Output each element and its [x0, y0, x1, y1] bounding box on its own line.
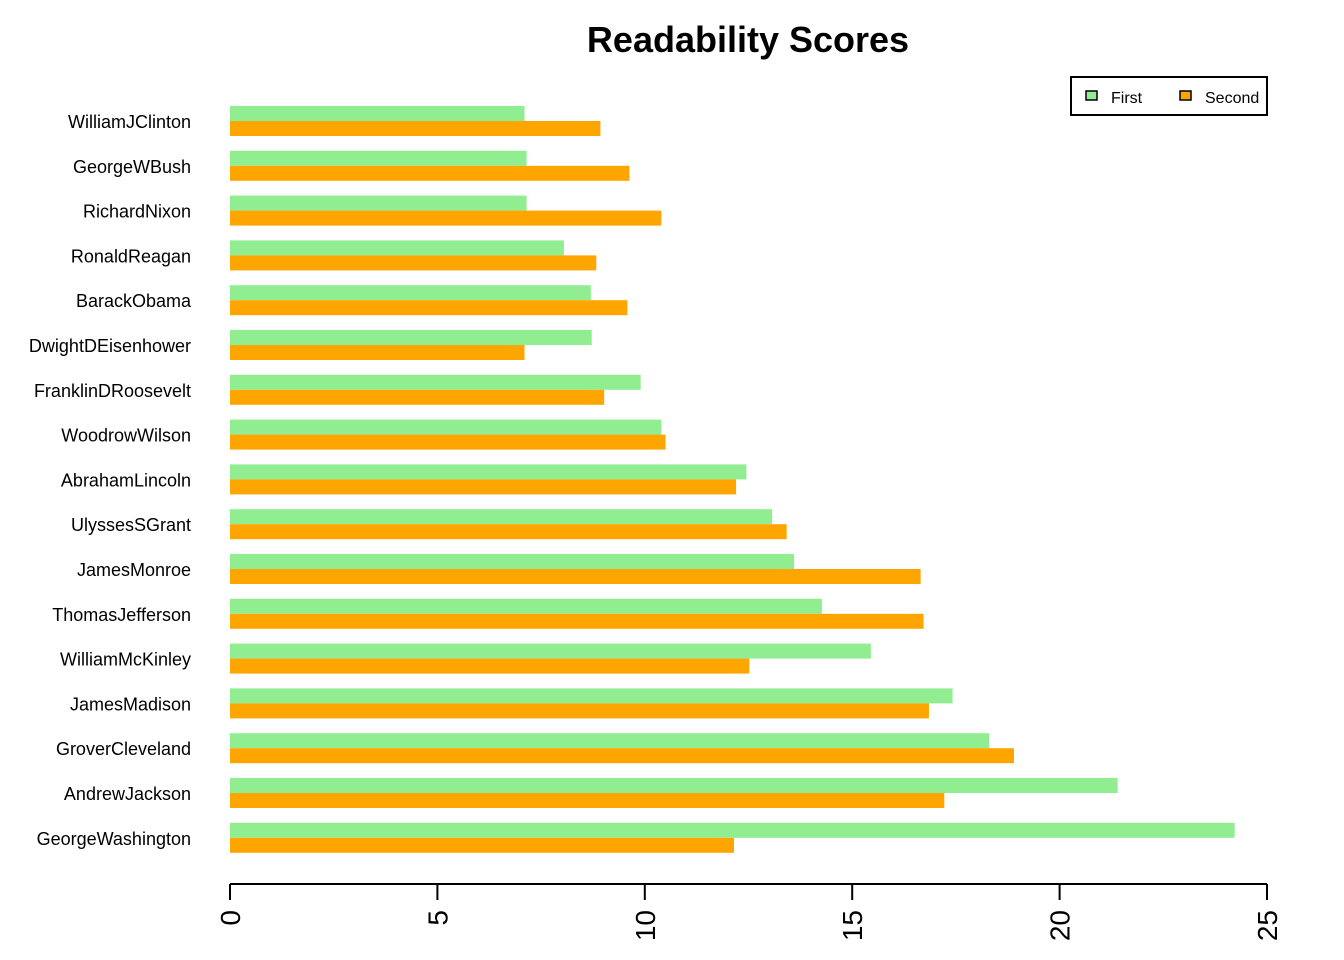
category-label: AndrewJackson	[64, 784, 191, 804]
bar-first-WoodrowWilson	[230, 419, 662, 435]
bars-layer	[230, 106, 1235, 853]
bar-first-JamesMonroe	[230, 554, 795, 569]
x-axis: 0 5 10 15 20 25	[215, 883, 1283, 941]
bar-first-RonaldReagan	[230, 240, 564, 256]
bar-second-JamesMonroe	[230, 569, 921, 584]
category-labels: WilliamJClinton GeorgeWBush RichardNixon Ro…	[29, 112, 192, 849]
bar-first-JamesMadison	[230, 688, 953, 704]
bar-first-GroverCleveland	[230, 733, 990, 749]
category-label: ThomasJefferson	[52, 605, 191, 625]
category-label: GroverCleveland	[56, 739, 191, 759]
bar-second-AndrewJackson	[230, 793, 945, 808]
category-label: WilliamJClinton	[68, 112, 191, 132]
x-tick-label: 5	[422, 910, 453, 926]
category-label: RichardNixon	[83, 202, 191, 222]
bar-second-DwightDEisenhower	[230, 345, 525, 360]
bar-first-BarackObama	[230, 285, 591, 301]
bar-second-GeorgeWashington	[230, 837, 734, 853]
bar-second-WilliamMcKinley	[230, 658, 750, 674]
bar-second-UlyssesSGrant	[230, 524, 787, 540]
category-label: JamesMonroe	[77, 560, 191, 580]
bar-first-RichardNixon	[230, 195, 527, 211]
bar-second-WoodrowWilson	[230, 434, 666, 450]
legend: First Second	[1070, 76, 1268, 116]
category-label: WoodrowWilson	[61, 426, 191, 446]
category-label: DwightDEisenhower	[29, 336, 191, 356]
bar-second-BarackObama	[230, 300, 628, 316]
bar-second-FranklinDRoosevelt	[230, 389, 605, 405]
legend-label-second: Second	[1205, 90, 1259, 107]
legend-label-first: First	[1111, 90, 1143, 107]
category-label: RonaldReagan	[71, 246, 191, 266]
bar-first-UlyssesSGrant	[230, 509, 773, 525]
legend-swatch-second	[1179, 90, 1192, 101]
bar-first-GeorgeWBush	[230, 150, 527, 166]
category-label: GeorgeWBush	[73, 157, 191, 177]
bar-first-WilliamJClinton	[230, 106, 525, 121]
chart-title: Readability Scores	[587, 19, 909, 60]
bar-second-WilliamJClinton	[230, 121, 601, 136]
category-label: UlyssesSGrant	[71, 515, 191, 535]
category-label: BarackObama	[76, 291, 192, 311]
category-label: AbrahamLincoln	[61, 470, 191, 490]
x-tick-label: 0	[215, 910, 246, 926]
bar-second-JamesMadison	[230, 703, 929, 719]
category-label: GeorgeWashington	[37, 829, 191, 849]
bar-second-RichardNixon	[230, 210, 662, 226]
bar-second-GroverCleveland	[230, 748, 1014, 764]
bar-first-AndrewJackson	[230, 778, 1118, 793]
x-tick-label: 10	[630, 910, 661, 941]
bar-second-ThomasJefferson	[230, 613, 924, 629]
bar-second-RonaldReagan	[230, 255, 597, 271]
x-tick-label: 20	[1045, 910, 1076, 941]
bar-first-ThomasJefferson	[230, 598, 822, 614]
bar-first-FranklinDRoosevelt	[230, 374, 641, 390]
bar-first-DwightDEisenhower	[230, 330, 592, 345]
legend-swatch-first	[1085, 90, 1098, 101]
bar-first-GeorgeWashington	[230, 822, 1235, 838]
bar-second-GeorgeWBush	[230, 165, 630, 181]
category-label: FranklinDRoosevelt	[34, 381, 191, 401]
category-label: WilliamMcKinley	[60, 650, 191, 670]
legend-box	[1070, 76, 1268, 116]
category-label: JamesMadison	[70, 694, 191, 714]
x-tick-label: 25	[1252, 910, 1283, 941]
bar-second-AbrahamLincoln	[230, 479, 737, 495]
x-tick-label: 15	[837, 910, 868, 941]
bar-first-WilliamMcKinley	[230, 643, 871, 659]
bar-first-AbrahamLincoln	[230, 464, 747, 480]
